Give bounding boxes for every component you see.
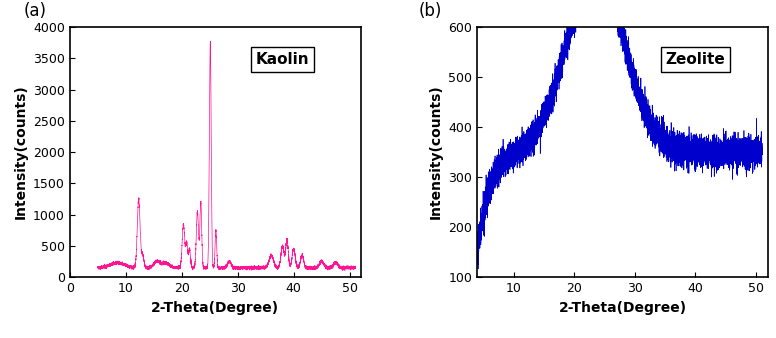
Y-axis label: Intensity(counts): Intensity(counts) <box>429 85 443 219</box>
Text: (b): (b) <box>419 2 442 20</box>
Y-axis label: Intensity(counts): Intensity(counts) <box>13 85 28 219</box>
X-axis label: 2-Theta(Degree): 2-Theta(Degree) <box>151 300 279 315</box>
Text: Zeolite: Zeolite <box>666 52 726 67</box>
Text: Kaolin: Kaolin <box>255 52 309 67</box>
X-axis label: 2-Theta(Degree): 2-Theta(Degree) <box>559 300 687 315</box>
Text: (a): (a) <box>23 2 47 20</box>
